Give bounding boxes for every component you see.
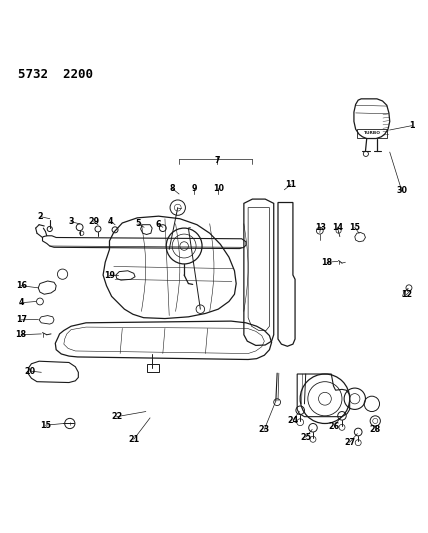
Text: 20: 20	[24, 367, 35, 376]
Text: 21: 21	[128, 435, 140, 444]
Text: 27: 27	[344, 438, 355, 447]
Text: 16: 16	[16, 281, 27, 290]
Text: 19: 19	[104, 271, 115, 279]
Text: 8: 8	[169, 184, 175, 193]
Text: 15: 15	[40, 421, 51, 430]
Text: 25: 25	[300, 433, 311, 442]
Text: 15: 15	[349, 223, 360, 232]
Text: 6: 6	[156, 220, 161, 229]
Text: 4: 4	[108, 217, 113, 226]
Text: 12: 12	[401, 290, 412, 299]
Text: 29: 29	[88, 217, 99, 226]
Text: 17: 17	[16, 316, 27, 324]
Text: 11: 11	[285, 180, 296, 189]
Text: 22: 22	[111, 412, 122, 421]
Text: 30: 30	[396, 186, 407, 195]
Text: 26: 26	[329, 422, 340, 431]
Text: 28: 28	[370, 425, 381, 434]
Text: 5: 5	[135, 220, 141, 228]
Text: 1: 1	[409, 121, 414, 130]
Text: 23: 23	[259, 425, 270, 434]
Text: 2: 2	[38, 212, 43, 221]
Text: TURBO: TURBO	[364, 132, 381, 135]
Text: 14: 14	[332, 223, 343, 232]
Text: 18: 18	[321, 258, 333, 266]
Text: 10: 10	[213, 184, 224, 193]
Text: 18: 18	[15, 330, 27, 340]
Text: 5732  2200: 5732 2200	[18, 68, 93, 81]
Text: 24: 24	[287, 416, 298, 425]
Text: 13: 13	[315, 223, 326, 232]
Text: 3: 3	[68, 217, 74, 226]
Text: 7: 7	[214, 156, 220, 165]
Text: 4: 4	[18, 298, 24, 307]
Text: 9: 9	[191, 184, 197, 193]
